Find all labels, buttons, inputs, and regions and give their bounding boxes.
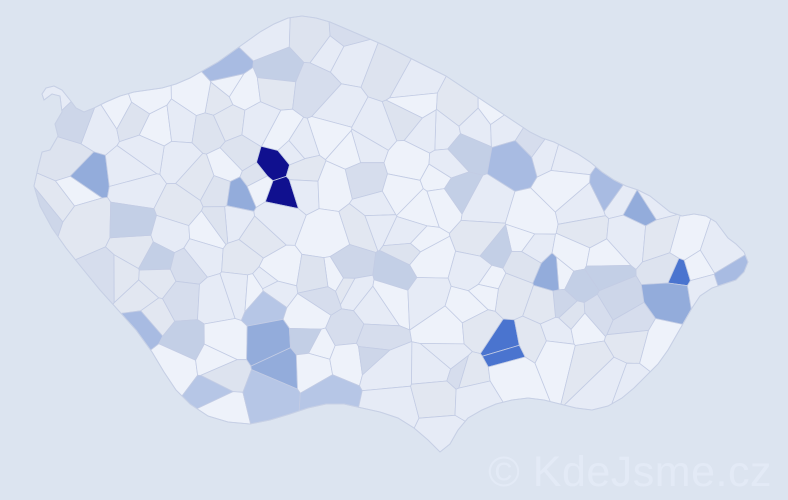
country-outline <box>33 15 749 453</box>
watermark-kdejsme: © KdeJsme.cz <box>488 448 772 496</box>
district-region[interactable] <box>201 206 229 245</box>
district-regions[interactable] <box>33 15 749 453</box>
district-region[interactable] <box>410 380 457 419</box>
district-region[interactable] <box>296 253 329 294</box>
district-region[interactable] <box>335 277 356 305</box>
district-region[interactable] <box>564 268 600 303</box>
district-region[interactable] <box>277 140 306 166</box>
district-region[interactable] <box>558 300 586 330</box>
district-region[interactable] <box>209 73 245 98</box>
district-region[interactable] <box>468 284 499 312</box>
